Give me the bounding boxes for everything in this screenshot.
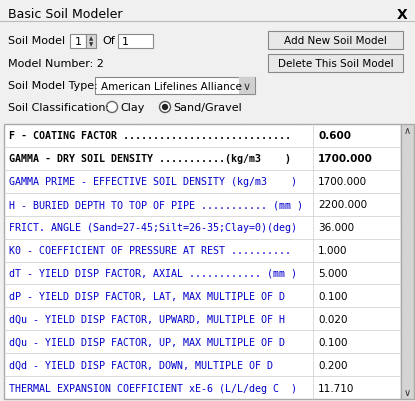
Text: Sand/Gravel: Sand/Gravel: [173, 103, 242, 113]
Text: 1.000: 1.000: [318, 245, 347, 255]
FancyBboxPatch shape: [401, 125, 414, 399]
Text: 1: 1: [75, 37, 82, 47]
Text: Clay: Clay: [120, 103, 144, 113]
Text: THERMAL EXPANSION COEFFICIENT xE-6 (L/L/deg C  ): THERMAL EXPANSION COEFFICIENT xE-6 (L/L/…: [9, 383, 297, 393]
Text: Basic Soil Modeler: Basic Soil Modeler: [8, 8, 122, 21]
Text: GAMMA - DRY SOIL DENSITY ...........(kg/m3    ): GAMMA - DRY SOIL DENSITY ...........(kg/…: [9, 154, 291, 164]
FancyBboxPatch shape: [70, 35, 86, 49]
Text: American Lifelines Alliance: American Lifelines Alliance: [101, 81, 242, 91]
Text: 0.600: 0.600: [318, 131, 351, 141]
Text: X: X: [396, 8, 407, 22]
FancyBboxPatch shape: [268, 55, 403, 73]
Circle shape: [162, 105, 168, 111]
Text: ▼: ▼: [89, 43, 93, 47]
FancyBboxPatch shape: [118, 35, 153, 49]
Text: ∨: ∨: [243, 81, 251, 91]
Circle shape: [159, 102, 171, 113]
Text: 11.710: 11.710: [318, 383, 354, 393]
Text: Soil Model: Soil Model: [8, 36, 65, 46]
Text: dQu - YIELD DISP FACTOR, UP, MAX MULTIPLE OF D: dQu - YIELD DISP FACTOR, UP, MAX MULTIPL…: [9, 337, 285, 347]
Text: F - COATING FACTOR ............................: F - COATING FACTOR .....................…: [9, 131, 291, 141]
Text: Model Number: 2: Model Number: 2: [8, 59, 104, 69]
Text: 1700.000: 1700.000: [318, 177, 367, 187]
Text: Soil Classification:: Soil Classification:: [8, 103, 109, 113]
Text: FRICT. ANGLE (Sand=27-45;Silt=26-35;Clay=0)(deg): FRICT. ANGLE (Sand=27-45;Silt=26-35;Clay…: [9, 223, 297, 233]
Text: Soil Model Type:: Soil Model Type:: [8, 81, 98, 91]
Text: 36.000: 36.000: [318, 223, 354, 233]
Text: ∨: ∨: [404, 387, 411, 397]
FancyBboxPatch shape: [86, 35, 96, 49]
Text: 0.020: 0.020: [318, 314, 347, 324]
Text: 5.000: 5.000: [318, 268, 347, 278]
Text: K0 - COEFFICIENT OF PRESSURE AT REST ..........: K0 - COEFFICIENT OF PRESSURE AT REST ...…: [9, 245, 291, 255]
Text: Of: Of: [102, 36, 115, 46]
Circle shape: [107, 102, 117, 113]
Text: 1: 1: [122, 37, 129, 47]
Text: GAMMA PRIME - EFFECTIVE SOIL DENSITY (kg/m3    ): GAMMA PRIME - EFFECTIVE SOIL DENSITY (kg…: [9, 177, 297, 187]
Text: H - BURIED DEPTH TO TOP OF PIPE ........... (mm ): H - BURIED DEPTH TO TOP OF PIPE ........…: [9, 200, 303, 210]
Text: ∧: ∧: [404, 126, 411, 136]
Text: dT - YIELD DISP FACTOR, AXIAL ............ (mm ): dT - YIELD DISP FACTOR, AXIAL ..........…: [9, 268, 297, 278]
Text: dQu - YIELD DISP FACTOR, UPWARD, MULTIPLE OF H: dQu - YIELD DISP FACTOR, UPWARD, MULTIPL…: [9, 314, 285, 324]
FancyBboxPatch shape: [239, 78, 255, 95]
FancyBboxPatch shape: [4, 125, 401, 399]
FancyBboxPatch shape: [268, 32, 403, 50]
Text: 1700.000: 1700.000: [318, 154, 373, 164]
Text: 0.100: 0.100: [318, 291, 347, 301]
Text: Add New Soil Model: Add New Soil Model: [284, 36, 387, 46]
Text: dQd - YIELD DISP FACTOR, DOWN, MULTIPLE OF D: dQd - YIELD DISP FACTOR, DOWN, MULTIPLE …: [9, 360, 273, 370]
Text: dP - YIELD DISP FACTOR, LAT, MAX MULTIPLE OF D: dP - YIELD DISP FACTOR, LAT, MAX MULTIPL…: [9, 291, 285, 301]
Text: ▲: ▲: [89, 36, 93, 41]
Text: 2200.000: 2200.000: [318, 200, 367, 210]
Text: 0.200: 0.200: [318, 360, 347, 370]
FancyBboxPatch shape: [95, 78, 255, 95]
Text: 0.100: 0.100: [318, 337, 347, 347]
Text: Delete This Soil Model: Delete This Soil Model: [278, 59, 393, 69]
